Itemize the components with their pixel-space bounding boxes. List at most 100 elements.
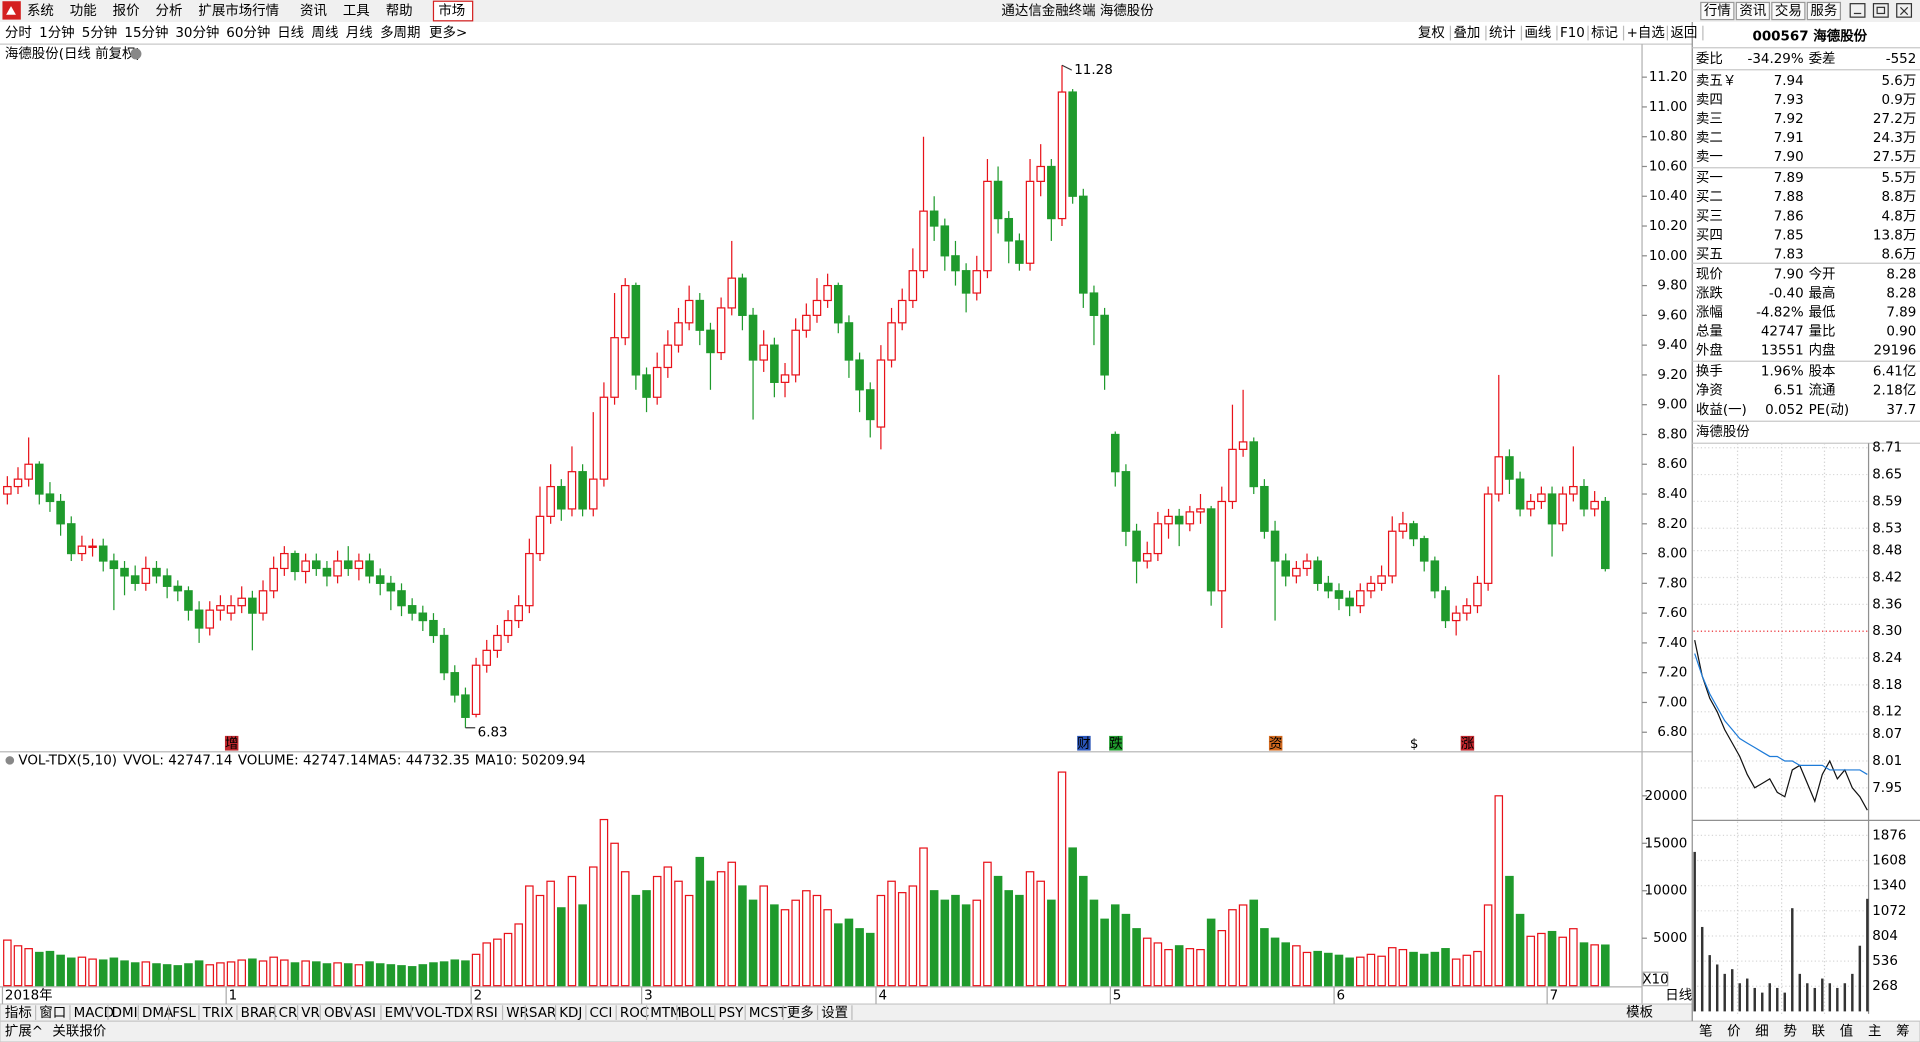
menu-item[interactable]: 报价 <box>113 3 140 19</box>
candle-body <box>770 344 779 383</box>
close-button[interactable] <box>1896 3 1913 18</box>
quote-tab[interactable]: 值 <box>1840 1024 1853 1040</box>
tool-button[interactable]: F10 <box>1560 26 1585 41</box>
volume-bar <box>237 959 246 987</box>
top-button[interactable]: 行情 <box>1704 3 1731 19</box>
tool-button[interactable]: 叠加 <box>1453 25 1480 41</box>
period-button[interactable]: 60分钟 <box>226 24 270 41</box>
indicator-tab[interactable]: CR <box>279 1006 298 1021</box>
minimize-button[interactable] <box>1849 3 1866 18</box>
candle-body <box>535 515 545 555</box>
candle-body <box>1590 500 1599 510</box>
top-button[interactable]: 资讯 <box>1739 3 1766 19</box>
template-button[interactable]: 模板 <box>1626 1005 1653 1021</box>
candle-body <box>45 493 55 503</box>
quote-tab[interactable]: 主 <box>1868 1024 1881 1040</box>
volume-bar <box>407 966 417 987</box>
candle-body <box>1196 508 1205 513</box>
indicator-tab[interactable]: MACD <box>74 1006 114 1021</box>
volume-bar <box>876 894 886 987</box>
intraday-line <box>1694 640 1868 811</box>
indicator-tab[interactable]: WR <box>506 1006 529 1021</box>
top-button[interactable]: 服务 <box>1810 3 1837 19</box>
volume-bar <box>280 959 289 987</box>
period-button[interactable]: 更多> <box>429 24 467 41</box>
volume-bar <box>66 957 76 987</box>
status-item[interactable]: 扩展^ <box>5 1024 43 1040</box>
period-button[interactable]: 周线 <box>312 25 339 41</box>
period-button[interactable]: 5分钟 <box>82 24 117 41</box>
tool-button[interactable]: 统计 <box>1489 25 1516 41</box>
volume-bar <box>1302 951 1312 987</box>
period-button[interactable]: 月线 <box>346 25 373 41</box>
restore-button[interactable] <box>1872 3 1889 18</box>
top-button[interactable]: 交易 <box>1775 2 1802 19</box>
indicator-tab[interactable]: PSY <box>719 1006 745 1021</box>
indicator-tab[interactable]: VR <box>301 1006 320 1021</box>
indicator-tab[interactable]: BRAR <box>241 1006 278 1021</box>
y-tick-label: 5000 <box>1653 931 1687 946</box>
indicator-tab[interactable]: ASI <box>354 1006 376 1021</box>
x-tick-label: 7 <box>1550 988 1559 1003</box>
period-button[interactable]: 30分钟 <box>175 24 219 41</box>
indicator-tab[interactable]: FSL <box>172 1006 196 1021</box>
tool-button[interactable]: 返回 <box>1670 25 1697 41</box>
period-button[interactable]: 1分钟 <box>39 24 74 41</box>
menu-item[interactable]: 帮助 <box>386 3 413 19</box>
indicator-tab[interactable]: 指标 <box>5 1005 32 1021</box>
period-button[interactable]: 15分钟 <box>124 24 168 41</box>
indicator-tab[interactable]: MTM <box>650 1006 681 1021</box>
candle-body <box>503 619 513 637</box>
tool-button[interactable]: 画线 <box>1524 25 1551 41</box>
tool-button[interactable]: 复权 <box>1418 24 1445 41</box>
indicator-tab[interactable]: ROC <box>620 1006 649 1021</box>
indicator-tab[interactable]: MCST <box>749 1006 788 1021</box>
volume-bar <box>365 961 374 987</box>
menu-item[interactable]: 市场 <box>438 2 465 19</box>
indicator-title: VOL-TDX(5,10) <box>18 753 117 768</box>
quote-tab[interactable]: 筹 <box>1896 1023 1909 1040</box>
indicator-tab[interactable]: 窗口 <box>39 1004 66 1021</box>
period-button[interactable]: 多周期 <box>380 24 420 41</box>
quote-tab[interactable]: 势 <box>1783 1024 1796 1040</box>
indicator-tab[interactable]: 更多 <box>787 1004 814 1021</box>
menu-item[interactable]: 功能 <box>70 3 97 19</box>
period-button[interactable]: 分时 <box>5 25 32 41</box>
tool-button[interactable]: 标记 <box>1591 25 1618 41</box>
status-item[interactable]: 关联报价 <box>52 1024 106 1040</box>
menu-item[interactable]: 工具 <box>343 4 370 19</box>
indicator-legend: VVOL: 42747.14 <box>123 753 232 768</box>
indicator-tab[interactable]: OBV <box>324 1006 353 1021</box>
y-tick-label: 10.40 <box>1649 189 1688 204</box>
indicator-tab[interactable]: TRIX <box>202 1006 234 1021</box>
tool-button[interactable]: +自选 <box>1627 25 1665 41</box>
indicator-tab[interactable]: 设置 <box>821 1005 848 1021</box>
indicator-tab[interactable]: SAR <box>529 1006 556 1021</box>
indicator-tab[interactable]: KDJ <box>559 1006 582 1021</box>
menu-item[interactable]: 系统 <box>27 3 54 19</box>
candle-body <box>1558 493 1567 525</box>
quote-tab[interactable]: 细 <box>1755 1024 1768 1040</box>
period-button[interactable]: 日线 <box>277 25 304 41</box>
indicator-tab[interactable]: EMV <box>385 1006 415 1021</box>
volume-bar <box>1558 936 1567 987</box>
menu-item[interactable]: 分析 <box>156 3 183 19</box>
volume-bar <box>1057 771 1067 987</box>
event-marker: 涨 <box>1461 736 1475 752</box>
indicator-tab[interactable]: DMI <box>112 1006 138 1021</box>
y-tick-label: 8.59 <box>1872 494 1902 509</box>
quote-tab[interactable]: 价 <box>1727 1025 1741 1040</box>
y-tick-label: 8.07 <box>1872 727 1902 742</box>
quote-tab[interactable]: 联 <box>1812 1024 1825 1040</box>
indicator-tab[interactable]: BOLL <box>681 1006 716 1021</box>
indicator-tab[interactable]: DMA <box>142 1006 174 1021</box>
quote-tab[interactable]: 笔 <box>1699 1024 1712 1040</box>
indicator-tab[interactable]: CCI <box>590 1006 613 1021</box>
menu-item[interactable]: 扩展市场行情 <box>198 2 279 19</box>
menu-item[interactable]: 资讯 <box>300 3 327 19</box>
candle-body <box>141 567 151 584</box>
candle-body <box>1537 493 1546 503</box>
y-tick-label: 10.20 <box>1649 219 1688 234</box>
indicator-tab[interactable]: VOL-TDX <box>415 1006 473 1021</box>
indicator-tab[interactable]: RSI <box>476 1006 498 1021</box>
